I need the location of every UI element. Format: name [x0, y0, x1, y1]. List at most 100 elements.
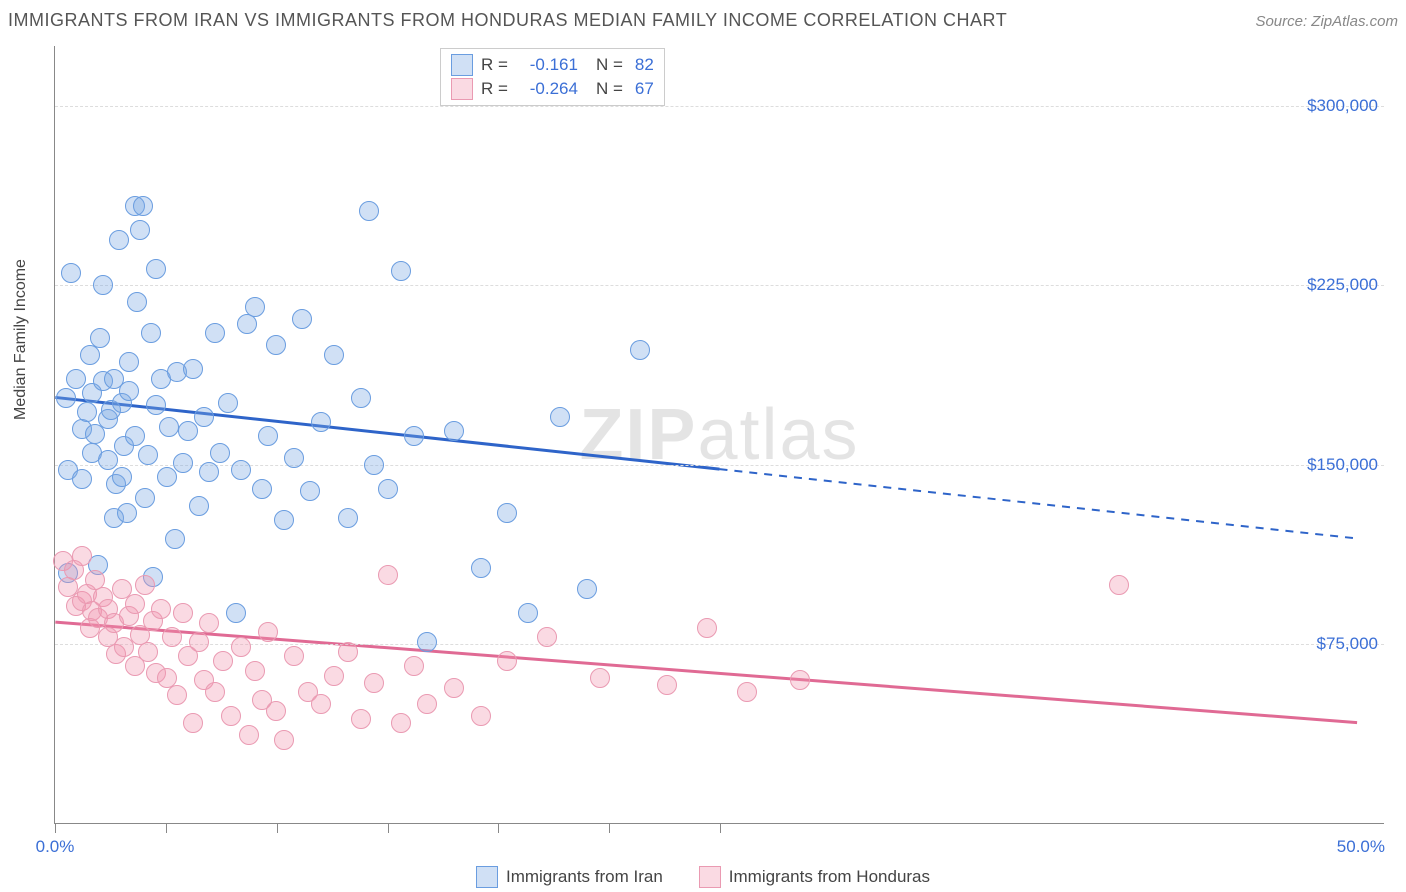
gridline [55, 644, 1384, 645]
correlation-row: R =-0.161N =82 [451, 53, 654, 77]
data-point [231, 637, 251, 657]
x-tick-label: 50.0% [1337, 837, 1385, 857]
data-point [324, 345, 344, 365]
x-tick [55, 823, 56, 833]
y-tick-label: $300,000 [1307, 96, 1378, 116]
data-point [93, 275, 113, 295]
data-point [537, 627, 557, 647]
data-point [151, 599, 171, 619]
data-point [135, 488, 155, 508]
data-point [417, 632, 437, 652]
data-point [183, 713, 203, 733]
data-point [284, 448, 304, 468]
correlation-legend: R =-0.161N =82R =-0.264N =67 [440, 48, 665, 106]
data-point [178, 421, 198, 441]
data-point [205, 682, 225, 702]
legend-swatch [699, 866, 721, 888]
y-tick-label: $150,000 [1307, 455, 1378, 475]
legend-item: Immigrants from Honduras [699, 866, 930, 888]
data-point [127, 292, 147, 312]
source-label: Source: ZipAtlas.com [1255, 13, 1398, 30]
data-point [125, 594, 145, 614]
data-point [471, 706, 491, 726]
data-point [444, 678, 464, 698]
data-point [364, 455, 384, 475]
legend-swatch [476, 866, 498, 888]
data-point [417, 694, 437, 714]
data-point [245, 661, 265, 681]
data-point [239, 725, 259, 745]
data-point [117, 503, 137, 523]
x-tick [720, 823, 721, 833]
data-point [300, 481, 320, 501]
data-point [109, 230, 129, 250]
legend-swatch [451, 54, 473, 76]
legend-label: Immigrants from Honduras [729, 867, 930, 887]
data-point [497, 651, 517, 671]
data-point [90, 328, 110, 348]
series-legend: Immigrants from Iran Immigrants from Hond… [0, 866, 1406, 888]
data-point [231, 460, 251, 480]
plot-area: ZIPatlas $75,000$150,000$225,000$300,000… [54, 46, 1384, 824]
data-point [210, 443, 230, 463]
data-point [274, 730, 294, 750]
n-value: 67 [635, 79, 654, 99]
data-point [284, 646, 304, 666]
data-point [146, 395, 166, 415]
data-point [98, 450, 118, 470]
data-point [590, 668, 610, 688]
data-point [324, 666, 344, 686]
data-point [697, 618, 717, 638]
data-point [112, 467, 132, 487]
data-point [378, 565, 398, 585]
x-tick-label: 0.0% [36, 837, 75, 857]
data-point [338, 642, 358, 662]
data-point [1109, 575, 1129, 595]
data-point [338, 508, 358, 528]
data-point [258, 426, 278, 446]
legend-label: Immigrants from Iran [506, 867, 663, 887]
data-point [274, 510, 294, 530]
gridline [55, 106, 1384, 107]
x-tick [388, 823, 389, 833]
data-point [657, 675, 677, 695]
data-point [311, 694, 331, 714]
x-tick [166, 823, 167, 833]
x-tick [609, 823, 610, 833]
data-point [404, 656, 424, 676]
data-point [125, 426, 145, 446]
data-point [80, 345, 100, 365]
correlation-row: R =-0.264N =67 [451, 77, 654, 101]
data-point [173, 453, 193, 473]
data-point [226, 603, 246, 623]
data-point [221, 706, 241, 726]
data-point [138, 445, 158, 465]
data-point [245, 297, 265, 317]
n-label: N = [596, 55, 623, 75]
chart-container: IMMIGRANTS FROM IRAN VS IMMIGRANTS FROM … [0, 0, 1406, 892]
data-point [66, 369, 86, 389]
x-tick [277, 823, 278, 833]
data-point [218, 393, 238, 413]
data-point [119, 352, 139, 372]
r-label: R = [481, 55, 508, 75]
legend-item: Immigrants from Iran [476, 866, 663, 888]
y-tick-label: $75,000 [1317, 634, 1378, 654]
data-point [183, 359, 203, 379]
data-point [56, 388, 76, 408]
gridline [55, 285, 1384, 286]
data-point [133, 196, 153, 216]
legend-swatch [451, 78, 473, 100]
data-point [61, 263, 81, 283]
data-point [199, 613, 219, 633]
data-point [359, 201, 379, 221]
data-point [577, 579, 597, 599]
data-point [189, 632, 209, 652]
data-point [351, 709, 371, 729]
data-point [189, 496, 209, 516]
data-point [138, 642, 158, 662]
y-axis-label: Median Family Income [12, 259, 30, 420]
n-value: 82 [635, 55, 654, 75]
data-point [205, 323, 225, 343]
data-point [252, 479, 272, 499]
